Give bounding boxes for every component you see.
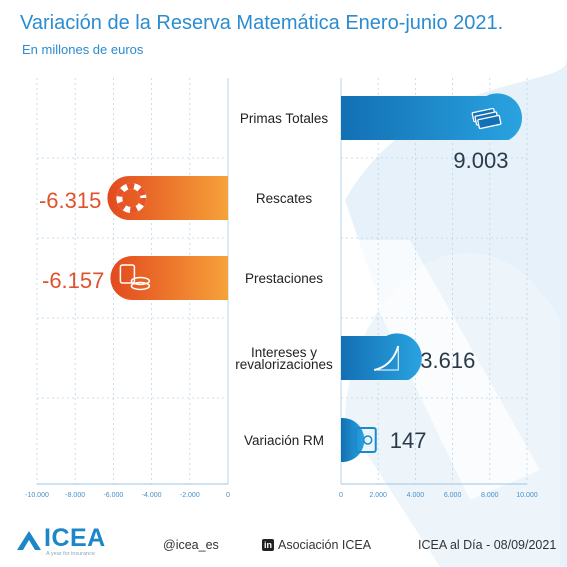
lifebuoy-icon [116,183,147,213]
source-credit: ICEA al Día - 08/09/2021 [418,538,557,552]
category-label: Intereses y revalorizaciones [235,345,333,372]
value-label: -6.157 [42,268,104,293]
coins-calculator-icon [119,264,151,291]
value-label: 3.616 [420,348,475,373]
safe-icon [354,427,377,453]
category-label: Rescates [256,191,313,206]
twitter-handle[interactable]: @icea_es [163,538,219,552]
page-title: Variación de la Reserva Matemática Enero… [20,12,504,34]
linkedin-label: Asociación ICEA [278,538,372,552]
bar-3 [341,333,422,380]
logo-tagline: A year for insurance [46,551,95,557]
tick-label: 8.000 [481,492,499,499]
value-label: 147 [390,428,427,453]
tick-label: -6.000 [103,492,123,499]
background-watermark [345,60,567,567]
tick-label: -8.000 [65,492,85,499]
tick-label: 0 [226,492,230,499]
icea-logo-mark-icon [17,531,41,550]
tick-label: 6.000 [444,492,462,499]
linkedin-icon: in [262,539,274,551]
tick-label: 0 [339,492,343,499]
value-label: -6.315 [39,188,101,213]
growth-curve-icon [374,345,400,371]
linkedin-link[interactable]: in Asociación ICEA [262,538,371,552]
tick-label: 4.000 [407,492,425,499]
tick-label: -10.000 [25,492,49,499]
category-label: Primas Totales [240,111,329,126]
banknotes-icon [471,107,502,130]
tick-label: 10.000 [516,492,538,499]
bar-0 [341,93,523,140]
page-subtitle: En millones de euros [22,42,144,57]
category-label: Prestaciones [245,271,323,286]
value-label: 9.003 [453,148,508,173]
tick-label: 2.000 [369,492,387,499]
icea-logo: ICEA [44,524,106,552]
tick-label: -4.000 [142,492,162,499]
bar-2 [110,256,228,300]
category-label: Variación RM [244,433,324,448]
bar-1 [107,176,228,220]
tick-label: -2.000 [180,492,200,499]
